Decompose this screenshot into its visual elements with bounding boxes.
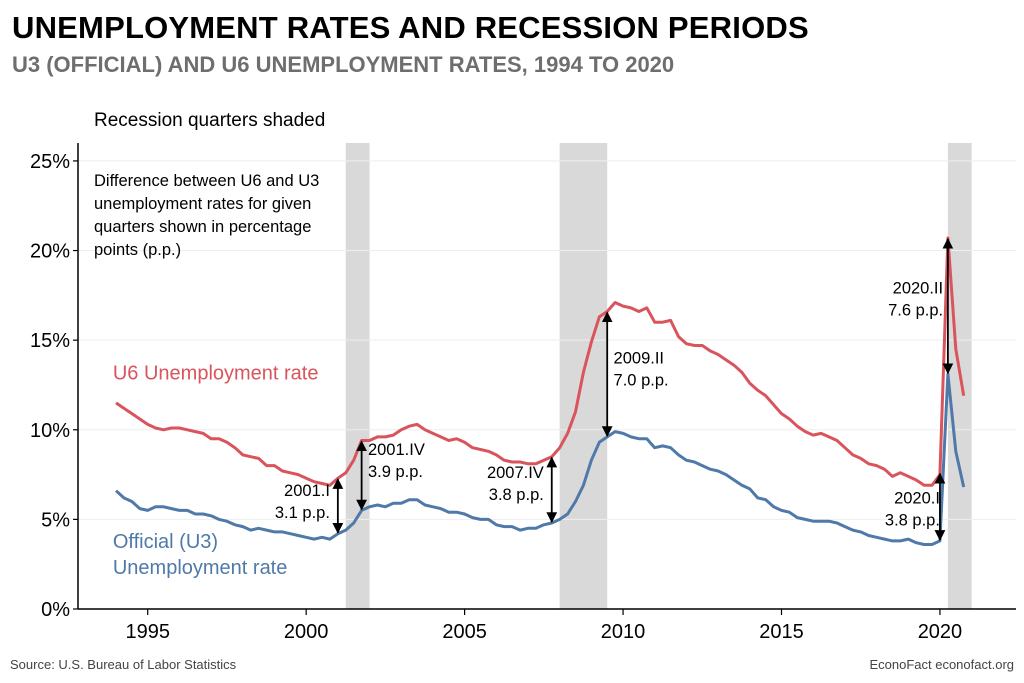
recession-bands (345, 143, 972, 609)
brand-credit: EconoFact econofact.org (869, 657, 1014, 672)
u3-series-label: Official (U3) Unemployment rate (113, 531, 288, 579)
recession-note: Recession quarters shaded (94, 110, 325, 131)
difference-label-line: 3.8 p.p. (489, 486, 544, 504)
x-tick-label: 2015 (759, 621, 804, 643)
difference-label-line: 3.1 p.p. (275, 504, 330, 522)
difference-label-line: 3.8 p.p. (885, 511, 940, 529)
chart-title: UNEMPLOYMENT RATES AND RECESSION PERIODS (12, 10, 809, 45)
difference-arrows (332, 237, 954, 541)
x-tick-label: 2020 (918, 621, 963, 643)
y-tick-label: 15% (30, 330, 70, 352)
annotation-box-line: unemployment rates for given (94, 195, 311, 213)
difference-label: 2020.II 7.6 p.p. (888, 280, 943, 320)
chart-subtitle: U3 (OFFICIAL) AND U6 UNEMPLOYMENT RATES,… (12, 52, 675, 77)
u6-series-label: U6 Unemployment rate (113, 363, 319, 385)
difference-label-line: 2007.IV (487, 464, 544, 482)
y-tick-label: 5% (41, 509, 70, 531)
recession-band (345, 143, 370, 609)
annotation-box-line: quarters shown in percentage (94, 218, 311, 236)
y-tick-label: 25% (30, 151, 70, 173)
u6-series-line (115, 236, 966, 487)
series-lines (114, 236, 966, 546)
difference-label-line: 2001.I (284, 482, 330, 500)
difference-label-line: 2009.II (614, 349, 664, 367)
annotation-box-line: Difference between U6 and U3 (94, 172, 319, 190)
annotation-box-line: points (p.p.) (94, 241, 181, 259)
y-tick-label: 10% (30, 420, 70, 442)
series-label-line: U6 Unemployment rate (113, 363, 319, 385)
difference-label-line: 2001.IV (368, 441, 425, 459)
difference-label-line: 2020.I (894, 489, 940, 507)
difference-label-line: 3.9 p.p. (368, 463, 423, 481)
annotation-labels: 2001.I 3.1 p.p. 2001.IV 3.9 p.p. 2007.IV 3.8 … (113, 280, 943, 580)
difference-label: 2007.IV 3.8 p.p. (487, 464, 544, 504)
series-label-line: Official (U3) (113, 531, 218, 553)
difference-label-line: 7.6 p.p. (888, 302, 943, 320)
source-note: Source: U.S. Bureau of Labor Statistics (10, 657, 237, 672)
series-label-line: Unemployment rate (113, 557, 288, 579)
x-tick-label: 2005 (442, 621, 487, 643)
y-tick-label: 20% (30, 241, 70, 263)
y-tick-label: 0% (41, 599, 70, 621)
difference-label: 2020.I 3.8 p.p. (885, 489, 940, 529)
difference-label: 2001.IV 3.9 p.p. (368, 441, 425, 481)
annotation-box: Difference between U6 and U3 unemployment… (94, 172, 319, 259)
u3-series-line (114, 372, 966, 546)
axes: 0% 5% 10% 15% 20% 25% 1995 2000 2005 2010 2015 2020 (30, 143, 1016, 643)
x-tick-label: 1995 (125, 621, 170, 643)
x-tick-label: 2000 (284, 621, 329, 643)
difference-label-line: 2020.II (893, 280, 943, 298)
difference-label: 2009.II 7.0 p.p. (614, 349, 669, 389)
difference-label-line: 7.0 p.p. (614, 371, 669, 389)
x-tick-label: 2010 (601, 621, 646, 643)
difference-label: 2001.I 3.1 p.p. (275, 482, 330, 522)
